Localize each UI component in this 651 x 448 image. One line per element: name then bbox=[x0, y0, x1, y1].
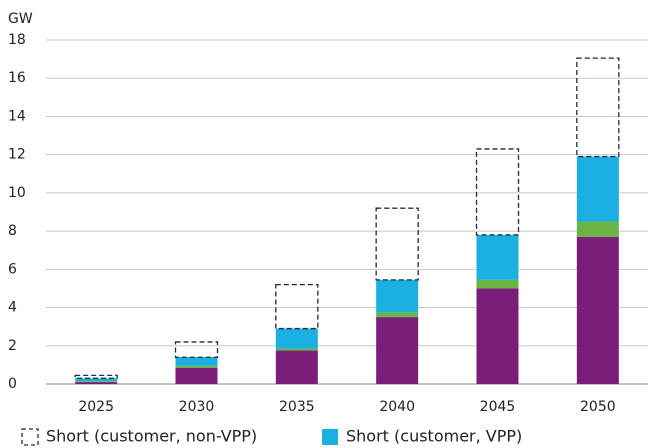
y-tick-label: 16 bbox=[8, 70, 26, 86]
bar-segment bbox=[376, 279, 419, 313]
y-tick-label: 6 bbox=[8, 261, 17, 277]
bar-segment bbox=[175, 357, 218, 366]
y-tick-label: 2 bbox=[8, 338, 17, 354]
legend-label: Short (customer, VPP) bbox=[346, 427, 522, 446]
legend-swatch bbox=[21, 428, 39, 446]
bar-segment bbox=[174, 341, 219, 358]
bar-segment bbox=[576, 156, 619, 222]
bar-segment bbox=[576, 236, 619, 384]
y-tick-label: 18 bbox=[8, 32, 26, 48]
y-axis-label: GW bbox=[8, 11, 33, 27]
x-tick-label: 2045 bbox=[480, 399, 516, 415]
y-tick-label: 4 bbox=[8, 300, 17, 316]
y-tick-label: 8 bbox=[8, 223, 17, 239]
legend-label: Short (customer, non-VPP) bbox=[46, 427, 257, 446]
bar-segment bbox=[376, 317, 419, 384]
bar-segment bbox=[75, 382, 118, 384]
x-tick-label: 2025 bbox=[78, 399, 114, 415]
y-tick-label: 0 bbox=[8, 376, 17, 392]
bar-segment bbox=[275, 328, 318, 349]
bar-segment bbox=[476, 288, 519, 384]
bar-segment bbox=[375, 207, 419, 281]
y-tick-label: 14 bbox=[8, 108, 26, 124]
bar-segment bbox=[75, 381, 118, 383]
bar-segment bbox=[175, 365, 218, 368]
legend-swatch bbox=[322, 429, 338, 445]
y-tick-label: 12 bbox=[8, 147, 26, 163]
x-tick-label: 2040 bbox=[379, 399, 415, 415]
bar-segment bbox=[475, 148, 520, 236]
bar-segment bbox=[275, 348, 318, 351]
bar-segment bbox=[576, 57, 620, 158]
y-tick-label: 10 bbox=[8, 185, 26, 201]
x-tick-label: 2030 bbox=[179, 399, 215, 415]
bar-segment bbox=[175, 367, 218, 384]
bar-segment bbox=[476, 279, 519, 289]
bar-segment bbox=[74, 374, 118, 379]
bar-segment bbox=[376, 312, 419, 318]
x-tick-label: 2050 bbox=[580, 399, 616, 415]
bar-segment bbox=[275, 283, 319, 330]
bar-segment bbox=[476, 234, 519, 280]
x-tick-label: 2035 bbox=[279, 399, 315, 415]
bar-segment bbox=[576, 221, 619, 237]
bar-segment bbox=[75, 378, 118, 382]
bar-segment bbox=[275, 350, 318, 384]
